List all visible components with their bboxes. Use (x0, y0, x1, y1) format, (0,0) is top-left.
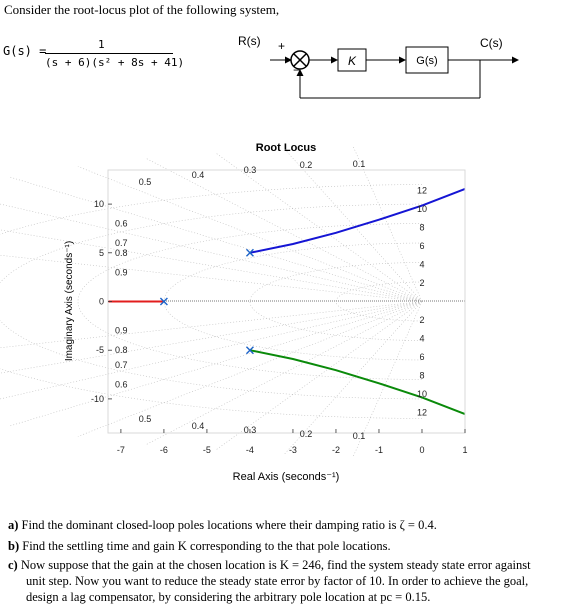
damping-label: 0.5 (139, 177, 152, 187)
x-tick-label: -6 (160, 445, 168, 455)
damping-label: 0.9 (115, 326, 128, 336)
damping-label: 0.3 (244, 165, 257, 175)
gain-label: K (348, 54, 357, 68)
wn-circle (336, 281, 422, 322)
sgrid (0, 146, 423, 457)
y-tick-label: 0 (99, 297, 104, 307)
pole-stroke (245, 346, 254, 355)
plant-label: G(s) (416, 55, 437, 67)
damping-ray (215, 301, 423, 451)
wn-label: 12 (417, 408, 427, 418)
pole-stroke (159, 297, 168, 306)
question-c-line1: Now suppose that the gain at the chosen … (20, 558, 531, 572)
damping-label: 0.8 (115, 248, 128, 258)
pole-marker (245, 248, 254, 257)
damping-label: 0.5 (139, 414, 152, 424)
wn-label: 6 (419, 352, 424, 362)
chart-title: Root Locus (256, 142, 317, 154)
wn-label: 6 (419, 241, 424, 251)
y-axis-label: Imaginary Axis (seconds⁻¹) (64, 241, 75, 361)
x-tick-label: -5 (203, 445, 211, 455)
damping-ray (146, 158, 423, 302)
wn-label: 8 (419, 222, 424, 232)
y-tick-label: -10 (91, 394, 104, 404)
wn-label: 12 (417, 185, 427, 195)
damping-label: 0.1 (353, 431, 366, 441)
fraction-bar (45, 53, 173, 54)
damping-label: 0.2 (300, 160, 313, 170)
pole-marker (245, 346, 254, 355)
damping-label: 0.8 (115, 345, 128, 355)
x-tick-label: -2 (332, 445, 340, 455)
y-tick-label: 5 (99, 248, 104, 258)
damping-ray (284, 148, 423, 302)
damping-ray (284, 301, 423, 455)
tf-numerator: 1 (98, 38, 105, 51)
damping-label: 0.2 (300, 429, 313, 439)
x-tick-label: -1 (375, 445, 383, 455)
locus-branch (249, 349, 466, 415)
wn-label: 10 (417, 204, 427, 214)
wn-label: 2 (419, 278, 424, 288)
open-loop-poles (159, 248, 254, 355)
damping-ray (146, 301, 423, 445)
damping-ray (215, 152, 423, 302)
pole-stroke (245, 248, 254, 257)
pole-marker (159, 297, 168, 306)
tf-lhs: G(s) = (3, 44, 47, 58)
question-c-label: c) (8, 558, 18, 572)
x-tick-label: -3 (289, 445, 297, 455)
question-a-text: Find the dominant closed-loop poles loca… (21, 518, 437, 532)
input-label: R(s) (238, 34, 261, 48)
wn-label: 10 (417, 389, 427, 399)
plus-sign: + (278, 39, 285, 53)
question-a: a) Find the dominant closed-loop poles l… (8, 517, 437, 533)
damping-ray (0, 229, 423, 302)
x-tick-label: -4 (246, 445, 254, 455)
damping-ray (352, 301, 423, 457)
x-tick-label: 0 (419, 445, 424, 455)
locus-branch (249, 188, 466, 254)
x-tick-label: -7 (117, 445, 125, 455)
damping-ray (0, 301, 423, 374)
question-b: b) Find the settling time and gain K cor… (8, 538, 391, 554)
question-a-label: a) (8, 518, 19, 532)
question-c: c) Now suppose that the gain at the chos… (8, 557, 531, 573)
damping-label: 0.6 (115, 379, 128, 389)
damping-label: 0.1 (353, 159, 366, 169)
damping-label: 0.4 (192, 170, 205, 180)
wn-label: 2 (419, 315, 424, 325)
grid-labels: 0.60.70.80.90.90.80.70.60.50.4 0.3 0.2 0.10… (115, 159, 427, 441)
damping-label: 0.6 (115, 219, 128, 229)
damping-label: 0.4 (192, 421, 205, 431)
wn-label: 4 (419, 259, 424, 269)
damping-ray (352, 146, 423, 302)
plant-block (405, 46, 449, 74)
x-tick-label: 1 (462, 445, 467, 455)
question-b-text: Find the settling time and gain K corres… (22, 539, 391, 553)
question-c-line2: unit step. Now you want to reduce the st… (26, 574, 529, 588)
output-label: C(s) (480, 36, 503, 50)
x-axis-label: Real Axis (seconds⁻¹) (233, 471, 340, 483)
damping-label: 0.7 (115, 360, 128, 370)
wn-label: 4 (419, 334, 424, 344)
question-b-label: b) (8, 539, 20, 553)
wn-circle (164, 242, 422, 361)
y-tick-label: 10 (94, 199, 104, 209)
damping-label: 0.7 (115, 238, 128, 248)
wn-circle (249, 262, 422, 341)
block-diagram: R(s) + − K G(s) C(s) (238, 34, 519, 99)
question-c-line3: design a lag compensator, by considering… (26, 590, 431, 604)
damping-label: 0.3 (244, 425, 257, 435)
intro-text: Consider the root-locus plot of the foll… (4, 2, 280, 17)
tf-denominator: (s + 6)(s² + 8s + 41) (45, 56, 185, 69)
y-tick-label: -5 (96, 345, 104, 355)
damping-label: 0.9 (115, 267, 128, 277)
wn-label: 8 (419, 371, 424, 381)
locus-branches (108, 188, 466, 415)
